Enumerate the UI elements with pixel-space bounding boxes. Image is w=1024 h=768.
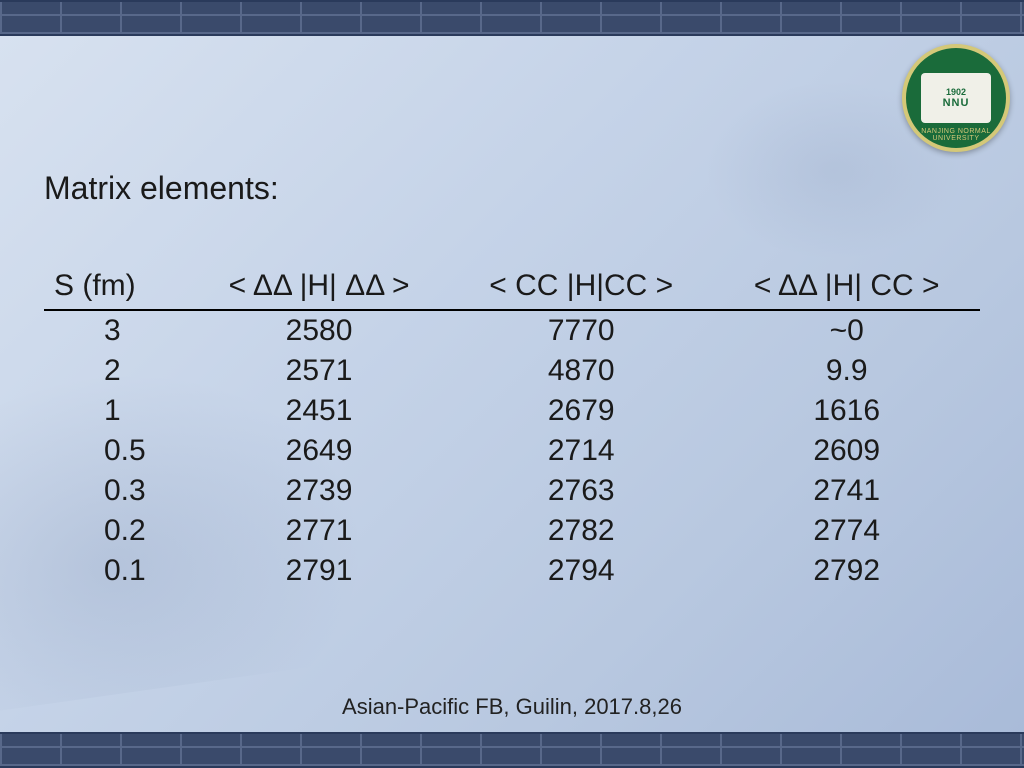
table-row: 0.2277127822774 — [44, 511, 980, 551]
logo-inner: 1902 NNU — [921, 73, 991, 123]
table-cell: ~0 — [713, 310, 980, 351]
col-header-s: S (fm) — [44, 265, 189, 310]
table-cell: 2571 — [189, 351, 449, 391]
table-body: 325807770~02257148709.912451267916160.52… — [44, 310, 980, 591]
table-cell: 3 — [44, 310, 189, 351]
logo-year: 1902 — [946, 87, 966, 97]
logo-abbrev: NNU — [943, 97, 970, 109]
table-row: 0.1279127942792 — [44, 551, 980, 591]
table-cell: 2649 — [189, 431, 449, 471]
table-cell: 0.2 — [44, 511, 189, 551]
table-cell: 2741 — [713, 471, 980, 511]
table-cell: 2 — [44, 351, 189, 391]
table-cell: 9.9 — [713, 351, 980, 391]
table-cell: 2771 — [189, 511, 449, 551]
table-cell: 0.5 — [44, 431, 189, 471]
table-cell: 2580 — [189, 310, 449, 351]
table-row: 0.3273927632741 — [44, 471, 980, 511]
table-cell: 4870 — [449, 351, 713, 391]
table-cell: 2774 — [713, 511, 980, 551]
matrix-elements-table: S (fm) < ΔΔ |H| ΔΔ > < CC |H|CC > < ΔΔ |… — [44, 265, 980, 591]
table-cell: 0.3 — [44, 471, 189, 511]
table-cell: 1 — [44, 391, 189, 431]
table-cell: 2763 — [449, 471, 713, 511]
table-cell: 0.1 — [44, 551, 189, 591]
table-cell: 2739 — [189, 471, 449, 511]
col-header-ddcc: < ΔΔ |H| CC > — [713, 265, 980, 310]
border-bottom — [0, 732, 1024, 768]
table-cell: 2791 — [189, 551, 449, 591]
table-cell: 7770 — [449, 310, 713, 351]
university-logo: 1902 NNU NANJING NORMAL UNIVERSITY — [902, 44, 1010, 152]
slide: 1902 NNU NANJING NORMAL UNIVERSITY Matri… — [0, 0, 1024, 768]
table-row: 325807770~0 — [44, 310, 980, 351]
table-row: 2257148709.9 — [44, 351, 980, 391]
border-top — [0, 0, 1024, 36]
table-cell: 2782 — [449, 511, 713, 551]
table-cell: 2451 — [189, 391, 449, 431]
slide-title: Matrix elements: — [44, 170, 980, 207]
table-cell: 2679 — [449, 391, 713, 431]
slide-footer: Asian-Pacific FB, Guilin, 2017.8,26 — [0, 694, 1024, 720]
logo-ring-text: NANJING NORMAL UNIVERSITY — [906, 128, 1006, 142]
table-row: 1245126791616 — [44, 391, 980, 431]
table-cell: 2794 — [449, 551, 713, 591]
table-header-row: S (fm) < ΔΔ |H| ΔΔ > < CC |H|CC > < ΔΔ |… — [44, 265, 980, 310]
table-cell: 2609 — [713, 431, 980, 471]
table-cell: 2792 — [713, 551, 980, 591]
table-cell: 1616 — [713, 391, 980, 431]
content-area: Matrix elements: S (fm) < ΔΔ |H| ΔΔ > < … — [44, 170, 980, 591]
table-row: 0.5264927142609 — [44, 431, 980, 471]
col-header-cc: < CC |H|CC > — [449, 265, 713, 310]
col-header-dd: < ΔΔ |H| ΔΔ > — [189, 265, 449, 310]
table-cell: 2714 — [449, 431, 713, 471]
